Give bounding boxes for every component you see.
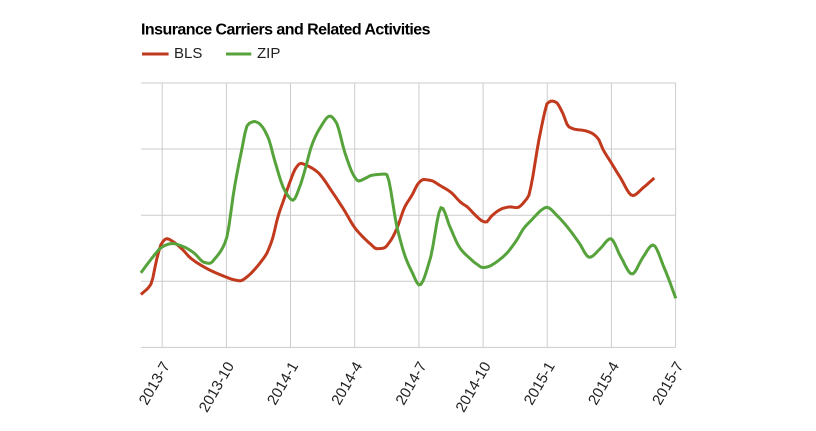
svg-text:2014-4: 2014-4	[328, 359, 366, 408]
svg-text:2015-4: 2015-4	[585, 359, 623, 408]
svg-text:2015-7: 2015-7	[649, 359, 687, 408]
svg-text:2015-1: 2015-1	[521, 359, 559, 408]
svg-text:Insurance Carriers and Related: Insurance Carriers and Related Activitie…	[141, 22, 431, 39]
svg-text:2014-7: 2014-7	[392, 359, 430, 408]
svg-text:ZIP: ZIP	[257, 45, 280, 62]
svg-text:2014-1: 2014-1	[264, 359, 302, 408]
svg-text:2013-7: 2013-7	[136, 359, 174, 408]
svg-text:2014-10: 2014-10	[452, 359, 494, 415]
svg-text:BLS: BLS	[174, 45, 202, 62]
svg-text:2013-10: 2013-10	[196, 359, 238, 415]
